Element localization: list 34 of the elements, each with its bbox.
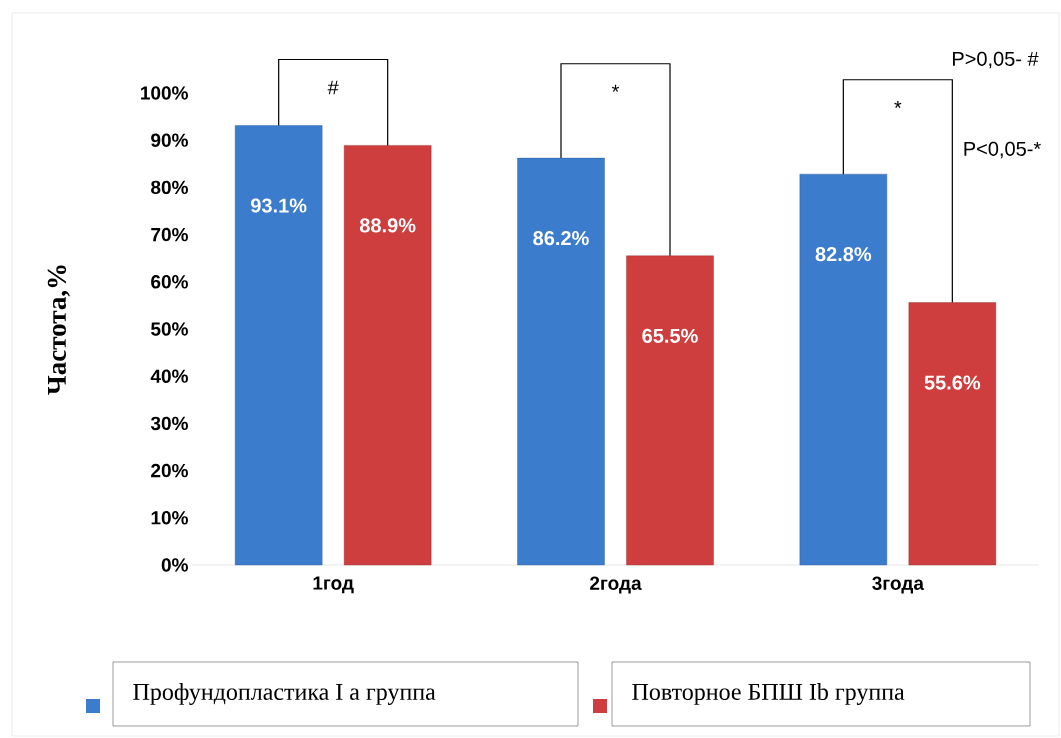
annotation: * [894,100,902,108]
y-tick-label: 60% [151,275,188,289]
y-tick-label: 50% [151,322,188,336]
bar [908,302,997,566]
text: * [611,84,620,92]
x-tick-label: 3года [872,576,925,594]
x-tick-label: 2года [590,576,642,594]
legend-label: Повторное БПШ Ib группа [632,683,905,705]
data-label: 88.9% [359,218,416,233]
x-tick-label: 1год [313,576,354,594]
data-label: 82.8% [815,247,872,262]
bar [517,157,605,566]
y-tick-label: 0% [161,558,188,572]
legend-label: Профундопластика I а группа [133,683,436,705]
y-tick-label: 90% [151,133,188,147]
text: P>0,05- # [953,51,1039,69]
data-label: 86.2% [533,231,589,246]
y-tick-label: 40% [150,369,188,383]
y-axis-title: Частота,% [47,265,70,395]
bar [234,125,323,566]
y-tick-label: 100% [141,86,188,100]
data-label: 93.1% [251,198,307,213]
y-tick-label: 10% [151,511,188,525]
data-label: 65.5% [642,328,698,343]
annotation: # [327,80,339,95]
y-tick-label: 80% [151,180,188,195]
y-tick-label: 20% [151,463,188,478]
y-tick-label: 70% [151,227,188,242]
bar [799,173,888,566]
bar [626,255,714,566]
annotation: P<0,05-* [964,141,1041,159]
data-label: 55.6% [924,375,981,390]
y-tick-label: 30% [150,416,188,431]
bar [343,145,432,566]
